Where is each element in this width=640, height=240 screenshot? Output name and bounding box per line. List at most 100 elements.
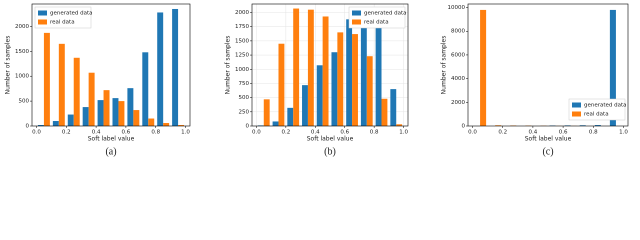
- subcaption: (c): [542, 146, 553, 157]
- x-tick-label: 0.4: [311, 130, 320, 136]
- legend-swatch: [352, 19, 361, 25]
- legend-label: generated data: [364, 11, 407, 17]
- bar: [88, 72, 95, 126]
- x-tick-label: 0.6: [559, 130, 568, 136]
- legend-swatch: [572, 111, 581, 117]
- bar: [82, 107, 89, 126]
- y-tick-label: 2000: [235, 10, 249, 16]
- bar: [381, 98, 388, 126]
- legend-swatch: [38, 19, 47, 25]
- x-tick-label: 0.2: [498, 130, 507, 136]
- bar: [579, 125, 586, 126]
- legend-label: real data: [584, 112, 609, 118]
- bar: [316, 65, 323, 126]
- x-tick-label: 0.0: [252, 130, 261, 136]
- x-tick-label: 0.8: [589, 130, 598, 136]
- y-tick-label: 500: [239, 95, 250, 101]
- bar: [594, 125, 601, 126]
- y-tick-label: 1500: [15, 49, 29, 55]
- bar: [366, 56, 373, 126]
- legend-swatch: [352, 10, 361, 16]
- y-tick-label: 10000: [448, 5, 466, 11]
- y-tick-label: 1000: [235, 67, 249, 73]
- legend-swatch: [38, 10, 47, 16]
- bar: [178, 125, 185, 126]
- bar: [480, 9, 487, 126]
- y-axis-label: Number of samples: [225, 36, 232, 95]
- x-axis-label: Soft label value: [88, 136, 135, 143]
- x-axis-label: Soft label value: [307, 136, 354, 143]
- bar: [73, 57, 80, 127]
- bar: [163, 123, 170, 126]
- figure: 0 500 1000 1500 2000 0.0 0.2 0.4 0.6 0.8 1.0 Soft l…: [5, 3, 629, 157]
- y-tick-label: 4000: [451, 76, 465, 82]
- legend-box: [34, 6, 92, 29]
- legend-label: real data: [50, 20, 75, 26]
- legend-swatch: [572, 102, 581, 108]
- subcaption: (a): [105, 146, 116, 157]
- x-tick-label: 0.8: [151, 130, 160, 136]
- bar: [352, 34, 358, 126]
- bar: [331, 52, 338, 126]
- x-axis-label: Soft label value: [525, 136, 572, 143]
- legend-label: generated data: [50, 11, 93, 17]
- bar: [103, 90, 110, 126]
- y-tick-label: 1000: [15, 74, 29, 80]
- bar: [495, 125, 502, 126]
- y-tick-label: 2000: [15, 24, 29, 30]
- bar: [97, 100, 104, 126]
- bar: [293, 8, 300, 126]
- x-tick-label: 0.0: [32, 130, 41, 136]
- x-tick-label: 1.0: [181, 130, 190, 136]
- x-tick-label: 0.6: [122, 130, 131, 136]
- x-tick-label: 0.0: [468, 130, 477, 136]
- bar: [360, 21, 367, 127]
- bar: [272, 121, 279, 126]
- bar: [142, 52, 149, 126]
- y-tick-label: 500: [19, 99, 30, 105]
- bar: [37, 125, 44, 126]
- bar: [58, 43, 65, 127]
- legend-label: real data: [364, 20, 389, 26]
- y-axis-label: Number of samples: [441, 36, 448, 95]
- plot-frame: [467, 3, 629, 127]
- bar: [118, 101, 125, 126]
- plot-frame: [251, 3, 409, 127]
- bar: [396, 124, 403, 126]
- bar: [346, 19, 353, 126]
- y-tick-label: 2000: [451, 100, 465, 106]
- panel: 0 500 1000 1500 2000 0.0 0.2 0.4 0.6 0.8 1.0 Soft l…: [5, 3, 191, 157]
- bar: [263, 99, 270, 126]
- x-tick-label: 0.8: [370, 130, 379, 136]
- y-tick-label: 8000: [451, 29, 465, 35]
- bar: [148, 118, 155, 126]
- y-tick-label: 1500: [235, 38, 249, 44]
- y-axis-label: Number of samples: [5, 36, 12, 95]
- bar: [337, 32, 344, 126]
- legend-box: [568, 98, 626, 121]
- panel: 0 2000 4000 6000 8000 10000 0.0 0.2 0.4 0.6 0.8 1.0…: [441, 3, 629, 157]
- bar: [67, 114, 74, 126]
- y-tick-label: 1250: [235, 53, 249, 59]
- y-tick-label: 6000: [451, 52, 465, 58]
- bar: [375, 24, 382, 127]
- x-tick-label: 0.6: [340, 130, 349, 136]
- y-tick-label: 0: [246, 124, 250, 130]
- bar: [43, 32, 50, 126]
- x-tick-label: 1.0: [399, 130, 408, 136]
- bar: [278, 43, 285, 126]
- legend-box: [348, 6, 406, 29]
- bar: [322, 16, 329, 127]
- bar: [133, 110, 140, 126]
- x-tick-label: 0.4: [92, 130, 101, 136]
- bar: [307, 9, 314, 127]
- bar: [52, 121, 59, 126]
- plot-frame: [31, 3, 191, 127]
- y-tick-label: 1750: [235, 24, 249, 30]
- x-tick-label: 0.4: [529, 130, 538, 136]
- y-tick-label: 750: [239, 81, 250, 87]
- x-tick-label: 1.0: [619, 130, 628, 136]
- subcaption: (b): [324, 146, 336, 157]
- bar: [609, 9, 616, 126]
- y-tick-label: 0: [462, 124, 466, 130]
